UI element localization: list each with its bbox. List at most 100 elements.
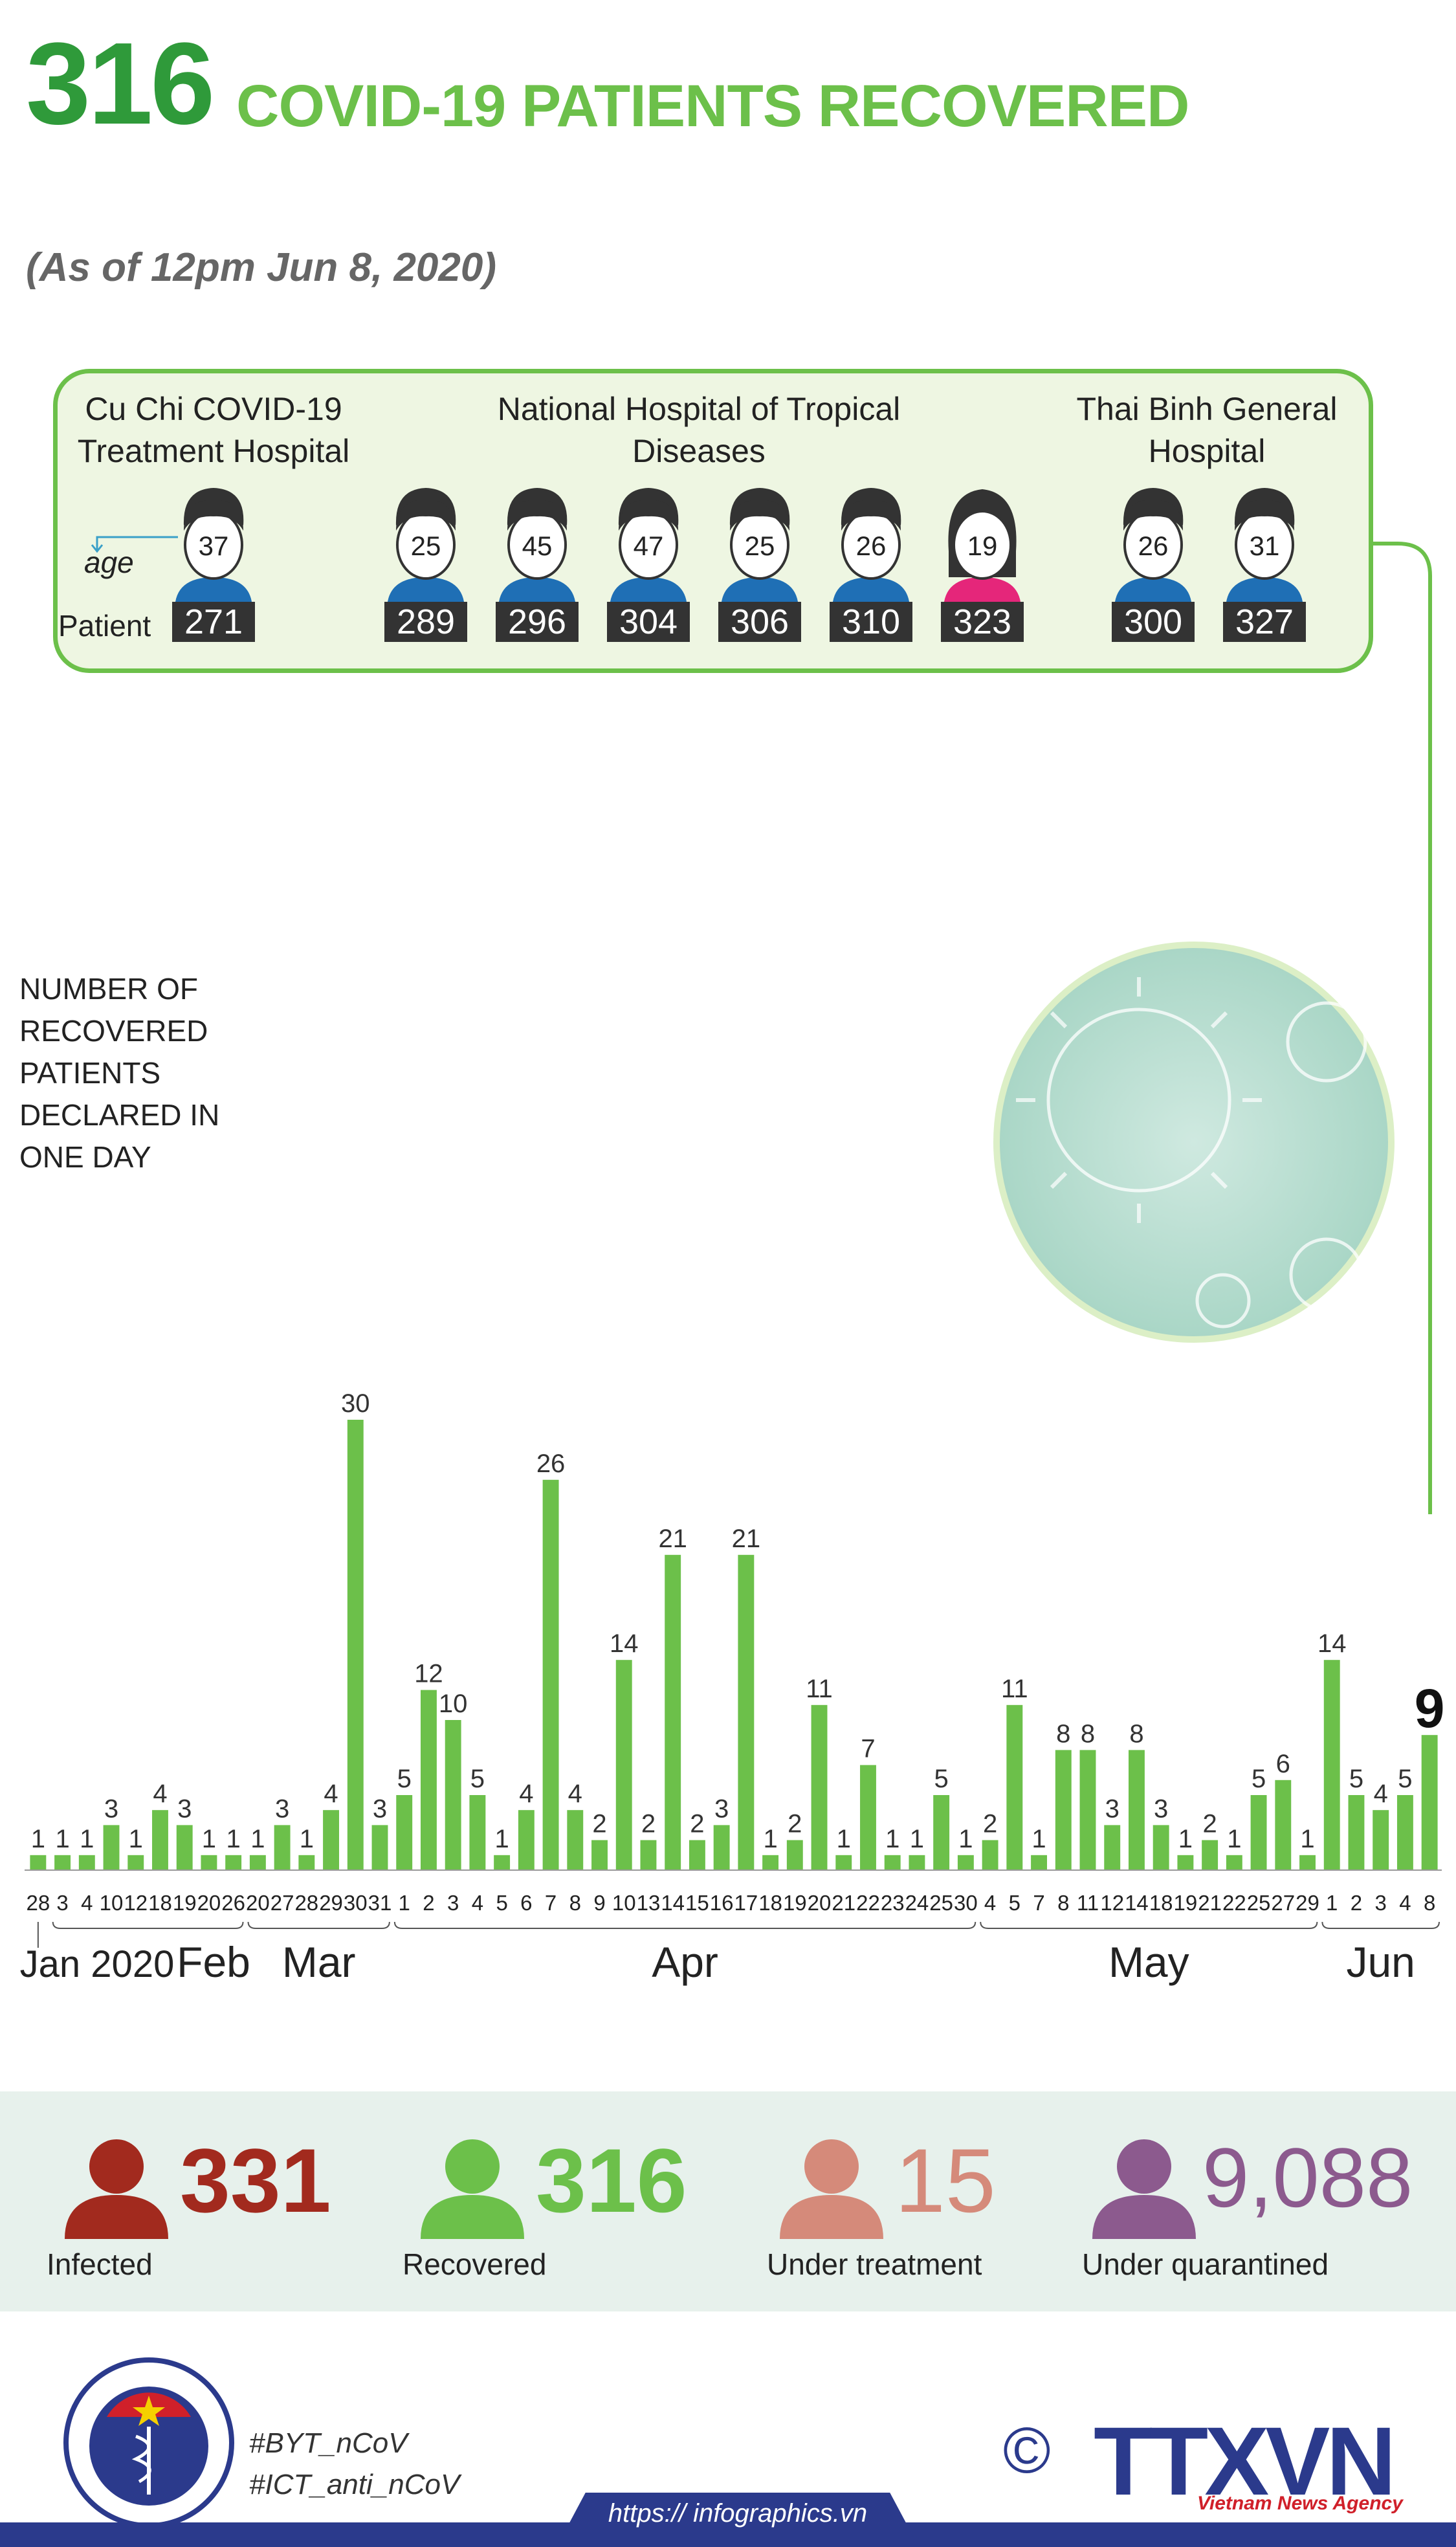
bar-value-label: 14 <box>1318 1629 1347 1658</box>
x-tick-label: 27 <box>1271 1891 1295 1915</box>
stat-infected: 331 Infected <box>47 2135 362 2304</box>
bar-value-label: 1 <box>837 1825 851 1853</box>
chart-bar <box>396 1795 413 1870</box>
chart-bar <box>1373 1810 1389 1870</box>
bar-value-label: 5 <box>1349 1765 1363 1793</box>
stat-recovered: 316 Recovered <box>403 2135 718 2304</box>
chart-bar <box>323 1810 340 1870</box>
x-tick-label: 1 <box>1326 1891 1338 1915</box>
chart-bar <box>615 1660 632 1870</box>
patient-age: 25 <box>410 531 441 561</box>
month-bracket <box>980 1921 1318 1929</box>
bar-value-label: 1 <box>958 1825 973 1853</box>
chart-bar <box>1128 1750 1145 1870</box>
chart-bar <box>811 1704 828 1870</box>
x-tick-label: 27 <box>270 1891 294 1915</box>
x-tick-label: 2 <box>1351 1891 1362 1915</box>
x-tick-label: 20 <box>197 1891 221 1915</box>
x-tick-label: 18 <box>758 1891 782 1915</box>
chart-bar <box>445 1720 461 1870</box>
x-tick-label: 4 <box>1399 1891 1411 1915</box>
month-label: Feb <box>177 1938 250 1986</box>
x-tick-label: 21 <box>1198 1891 1222 1915</box>
person-avatar-icon <box>387 488 465 610</box>
chart-bar <box>127 1855 144 1870</box>
footer-url[interactable]: https:// infographics.vn <box>608 2499 868 2528</box>
x-tick-label: 19 <box>783 1891 807 1915</box>
x-tick-label: 3 <box>56 1891 68 1915</box>
x-tick-label: 11 <box>1077 1891 1099 1915</box>
chart-bar <box>518 1810 535 1870</box>
connector-line <box>1372 542 1432 1514</box>
bar-value-label: 3 <box>1105 1794 1120 1823</box>
chart-bar <box>201 1855 217 1870</box>
patient-card: 31 327 <box>1220 480 1308 646</box>
chart-bar <box>860 1765 876 1870</box>
bar-value-label: 4 <box>324 1780 338 1808</box>
bar-value-label: 3 <box>104 1794 118 1823</box>
age-legend-label: age <box>84 546 134 579</box>
x-tick-label: 21 <box>832 1891 855 1915</box>
ttxvn-logo: TTXVN <box>1094 2407 1396 2515</box>
hashtags: #BYT_nCoV #ICT_anti_nCoV <box>249 2423 459 2506</box>
x-tick-label: 19 <box>173 1891 197 1915</box>
chart-bar <box>1202 1840 1219 1870</box>
person-icon <box>421 2139 524 2239</box>
patient-id: 289 <box>384 602 467 642</box>
x-tick-label: 8 <box>1424 1891 1435 1915</box>
bar-value-label: 4 <box>568 1780 582 1808</box>
bar-value-label: 5 <box>470 1765 485 1793</box>
chart-bar <box>1299 1855 1316 1870</box>
chart-bar <box>933 1795 950 1870</box>
hospital-name-thaibinh: Thai Binh General Hospital <box>1061 388 1352 472</box>
patient-card: 19 323 <box>938 480 1026 646</box>
x-tick-label: 18 <box>148 1891 172 1915</box>
month-label: Jan 2020 <box>20 1943 175 1985</box>
chart-bar <box>1226 1855 1242 1870</box>
x-tick-label: 19 <box>1174 1891 1198 1915</box>
hospital-name-line: Diseases <box>632 433 766 469</box>
x-tick-label: 12 <box>124 1891 148 1915</box>
x-tick-label: 10 <box>612 1891 636 1915</box>
bar-value-label: 2 <box>1202 1810 1217 1838</box>
x-tick-label: 29 <box>1296 1891 1319 1915</box>
bar-value-label: 8 <box>1056 1719 1070 1748</box>
chart-bar <box>420 1690 437 1870</box>
chart-bar <box>54 1855 71 1870</box>
chart-bar <box>640 1840 657 1870</box>
x-tick-label: 7 <box>1033 1891 1044 1915</box>
ministry-of-health-logo <box>63 2357 234 2528</box>
bar-value-label: 8 <box>1129 1719 1143 1748</box>
chart-bar <box>957 1855 974 1870</box>
chart-bar <box>225 1855 242 1870</box>
bar-value-label: 3 <box>714 1794 729 1823</box>
x-tick-label: 28 <box>294 1891 318 1915</box>
patient-age: 19 <box>967 531 998 561</box>
x-tick-label: 3 <box>447 1891 459 1915</box>
bar-value-label: 3 <box>373 1794 387 1823</box>
bar-value-label: 30 <box>341 1389 370 1418</box>
bar-value-label: 6 <box>1276 1750 1290 1778</box>
person-avatar-icon <box>1226 488 1303 610</box>
bar-value-label: 2 <box>641 1810 656 1838</box>
person-avatar-icon <box>175 488 252 610</box>
patient-id: 304 <box>607 602 690 642</box>
as-of-date: (As of 12pm Jun 8, 2020) <box>26 245 497 290</box>
x-tick-label: 20 <box>246 1891 270 1915</box>
age-pointer-line <box>91 536 178 553</box>
chart-bar <box>494 1855 511 1870</box>
chart-bar <box>689 1840 705 1870</box>
bar-value-label: 3 <box>1154 1794 1168 1823</box>
bar-value-label: 26 <box>536 1450 566 1478</box>
month-bracket <box>247 1921 390 1929</box>
patient-age: 47 <box>633 531 664 561</box>
chart-bar <box>1348 1795 1365 1870</box>
bar-value-label: 4 <box>1374 1780 1388 1808</box>
hospital-name-line: Treatment Hospital <box>77 433 350 469</box>
patient-id: 327 <box>1223 602 1306 642</box>
stat-label: Recovered <box>403 2247 547 2281</box>
chart-bar <box>347 1420 364 1870</box>
x-tick-label: 30 <box>344 1891 368 1915</box>
chart-bar <box>738 1554 755 1870</box>
patient-id: 296 <box>496 602 579 642</box>
